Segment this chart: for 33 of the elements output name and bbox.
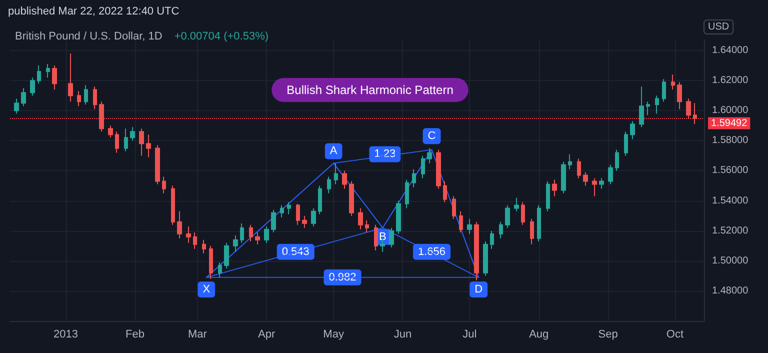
annotation: 0.543 <box>282 246 310 258</box>
y-tick-label: 1.60000 <box>712 105 749 116</box>
y-tick-label: 1.50000 <box>712 255 749 266</box>
y-tick-label: 1.54000 <box>712 195 749 206</box>
y-tick-label: 1.52000 <box>712 225 749 236</box>
x-tick-label: Feb <box>125 328 144 340</box>
annotation: X <box>202 283 211 296</box>
x-tick-label: May <box>323 328 344 340</box>
annotation: C <box>428 130 436 142</box>
x-tick-label: Mar <box>188 328 208 340</box>
x-tick-label: Sep <box>598 328 618 340</box>
annotation: 1.656 <box>418 246 446 258</box>
x-tick-label: Jun <box>394 328 412 340</box>
chart-subtitle: +0.00704 (+0.53%) <box>174 30 269 42</box>
x-tick-label: Apr <box>258 328 276 340</box>
ref-line-label: 1.59492 <box>711 118 748 129</box>
annotation: Bullish Shark Harmonic Pattern <box>286 83 454 97</box>
x-tick-label: Aug <box>529 328 549 340</box>
y-tick-label: 1.64000 <box>712 45 749 56</box>
y-tick-label: 1.58000 <box>712 135 749 146</box>
y-axis-title: USD <box>708 22 730 32</box>
x-tick-label: 2013 <box>54 328 78 340</box>
x-tick-label: Jul <box>462 328 477 340</box>
text: published Mar 22, 2022 12:40 UTC <box>8 6 180 18</box>
annotation: D <box>474 283 483 296</box>
y-tick-label: 1.48000 <box>712 285 749 296</box>
y-tick-label: 1.56000 <box>712 165 749 176</box>
x-tick-label: Oct <box>666 328 684 340</box>
annotation: A <box>330 145 338 158</box>
annotation: B <box>378 230 386 243</box>
y-tick-label: 1.62000 <box>712 75 749 86</box>
annotation: 1.23 <box>374 148 396 160</box>
chart-title: British Pound / U.S. Dollar, 1D <box>15 30 162 42</box>
